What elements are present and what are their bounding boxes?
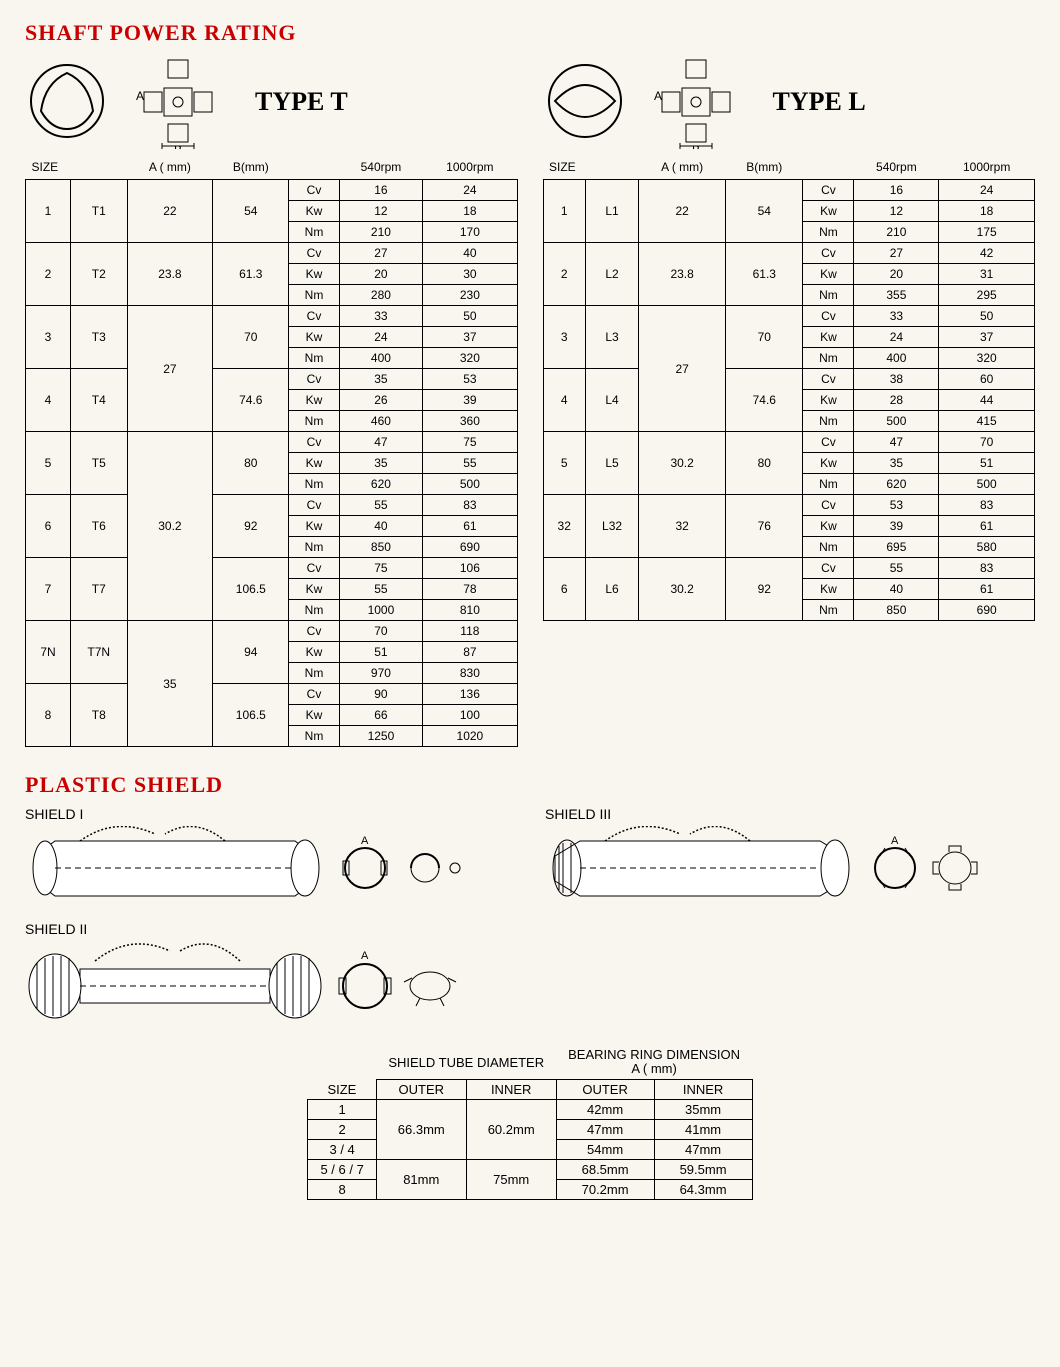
table-row: 6T692Cv5583 xyxy=(26,495,518,516)
table-row: 7NT7N3594Cv70118 xyxy=(26,621,518,642)
shield-dim-table: SIZE SHIELD TUBE DIAMETER BEARING RING D… xyxy=(307,1046,752,1200)
type-l-label: TYPE L xyxy=(773,87,866,117)
svg-text:A: A xyxy=(136,89,144,103)
type-l-table: SIZE A ( mm) B(mm) 540rpm 1000rpm 1L1225… xyxy=(543,157,1036,621)
table-row: 2L223.861.3Cv2742 xyxy=(543,243,1035,264)
dim-inner2: INNER xyxy=(654,1079,752,1099)
table-row: 4L474.6Cv3860 xyxy=(543,369,1035,390)
th-size: SIZE xyxy=(26,157,128,180)
table-row: 32L323276Cv5383 xyxy=(543,495,1035,516)
dim-outer: OUTER xyxy=(376,1079,466,1099)
th-a: A ( mm) xyxy=(639,157,726,180)
type-t-block: A B TYPE T SIZE A ( mm) B(mm) 540rpm 100… xyxy=(25,54,518,747)
table-row: 7T7106.5Cv75106 xyxy=(26,558,518,579)
table-row: 2T223.861.3Cv2740 xyxy=(26,243,518,264)
shield-3: SHIELD III A xyxy=(545,806,1035,911)
section-title-shield: PLASTIC SHIELD xyxy=(25,772,1035,798)
shield-3-icon: A xyxy=(545,826,985,906)
type-l-block: A B TYPE L SIZE A ( mm) B(mm) 540rpm 100… xyxy=(543,54,1036,747)
th-b: B(mm) xyxy=(726,157,803,180)
th-540: 540rpm xyxy=(854,157,939,180)
shield-1: SHIELD I A xyxy=(25,806,515,911)
table-row: 1L12254Cv1624 xyxy=(543,180,1035,201)
shield-1-icon: A xyxy=(25,826,465,906)
svg-text:A: A xyxy=(361,950,369,962)
table-row: 4T474.6Cv3553 xyxy=(26,369,518,390)
profile-lemon-icon xyxy=(543,59,628,144)
type-t-label: TYPE T xyxy=(255,87,348,117)
table-row: 8T8106.5Cv90136 xyxy=(26,684,518,705)
dim-size: SIZE xyxy=(308,1046,376,1099)
svg-text:A: A xyxy=(654,89,662,103)
th-size: SIZE xyxy=(543,157,639,180)
table-row: 6L630.292Cv5583 xyxy=(543,558,1035,579)
th-b: B(mm) xyxy=(213,157,289,180)
shield-1-label: SHIELD I xyxy=(25,806,515,822)
svg-text:A: A xyxy=(891,835,899,847)
shield-2-icon: A xyxy=(25,941,465,1031)
dim-tube: SHIELD TUBE DIAMETER xyxy=(376,1046,556,1079)
th-a: A ( mm) xyxy=(127,157,213,180)
shield-2: SHIELD II A xyxy=(25,921,515,1036)
dim-inner: INNER xyxy=(466,1079,556,1099)
joint-cross-icon: A B xyxy=(130,54,225,149)
dim-bearing-sub: A ( mm) xyxy=(631,1061,677,1076)
table-row: 1T12254Cv1624 xyxy=(26,180,518,201)
dim-bearing: BEARING RING DIMENSION xyxy=(568,1047,740,1062)
svg-text:A: A xyxy=(361,835,369,847)
table-row: 5L530.280Cv4770 xyxy=(543,432,1035,453)
dim-outer2: OUTER xyxy=(556,1079,654,1099)
type-t-table: SIZE A ( mm) B(mm) 540rpm 1000rpm 1T1225… xyxy=(25,157,518,747)
th-1000: 1000rpm xyxy=(423,157,517,180)
table-row: 3L32770Cv3350 xyxy=(543,306,1035,327)
shield-2-label: SHIELD II xyxy=(25,921,515,937)
joint-cross-icon: A B xyxy=(648,54,743,149)
th-1000: 1000rpm xyxy=(939,157,1035,180)
profile-triangle-icon xyxy=(25,59,110,144)
table-row: 5 / 6 / 781mm75mm68.5mm59.5mm xyxy=(308,1159,752,1179)
table-row: 166.3mm60.2mm42mm35mm xyxy=(308,1099,752,1119)
shield-3-label: SHIELD III xyxy=(545,806,1035,822)
th-540: 540rpm xyxy=(339,157,423,180)
table-row: 3T32770Cv3350 xyxy=(26,306,518,327)
section-title-power: SHAFT POWER RATING xyxy=(25,20,1035,46)
table-row: 5T530.280Cv4775 xyxy=(26,432,518,453)
